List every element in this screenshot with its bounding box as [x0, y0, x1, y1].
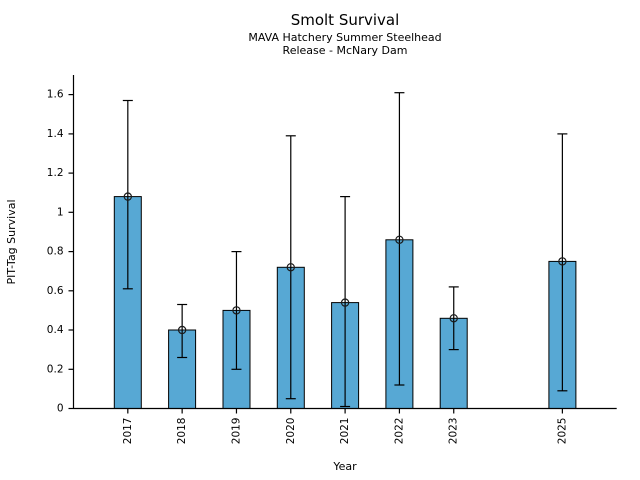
point-marker-2018: [177, 325, 187, 335]
y-tick-label-0.8: 0.8: [47, 246, 64, 258]
chart-title: Smolt Survival: [290, 11, 400, 29]
x-axis-label: Year: [332, 460, 357, 473]
chart-subtitle-line2: Release - McNary Dam: [282, 43, 408, 57]
y-tick-label-0: 0: [57, 403, 64, 415]
y-tick-label-0.4: 0.4: [47, 324, 64, 336]
x-tick-label-2019: 2019: [230, 418, 242, 445]
chart-header: Smolt Survival MAVA Hatchery Summer Stee…: [73, 11, 617, 58]
x-tick-label-2023: 2023: [448, 418, 460, 445]
point-marker-2021: [340, 298, 350, 307]
x-tick-label-2022: 2022: [393, 418, 405, 445]
y-tick-label-1.6: 1.6: [47, 89, 64, 101]
point-marker-2022: [395, 235, 404, 244]
chart-subtitle-line1: MAVA Hatchery Summer Steelhead: [248, 31, 442, 45]
x-tick-label-2020: 2020: [285, 418, 297, 445]
point-marker-2025: [558, 257, 567, 266]
point-marker-2020: [286, 263, 295, 272]
y-tick-label-1.4: 1.4: [47, 128, 64, 140]
y-tick-label-0.6: 0.6: [47, 285, 64, 297]
point-marker-2017: [123, 192, 133, 201]
x-tick-label-2017: 2017: [122, 418, 134, 445]
y-tick-label-1.2: 1.2: [47, 167, 64, 179]
y-axis-label: PIT-Tag Survival: [5, 199, 18, 284]
x-tick-label-2021: 2021: [339, 418, 351, 445]
x-tick-label-2025: 2025: [556, 418, 568, 445]
y-tick-label-1: 1: [57, 206, 64, 218]
y-tick-label-0.2: 0.2: [47, 363, 64, 375]
point-marker-2019: [232, 306, 241, 315]
x-tick-label-2018: 2018: [176, 418, 188, 445]
point-marker-2023: [449, 314, 458, 323]
